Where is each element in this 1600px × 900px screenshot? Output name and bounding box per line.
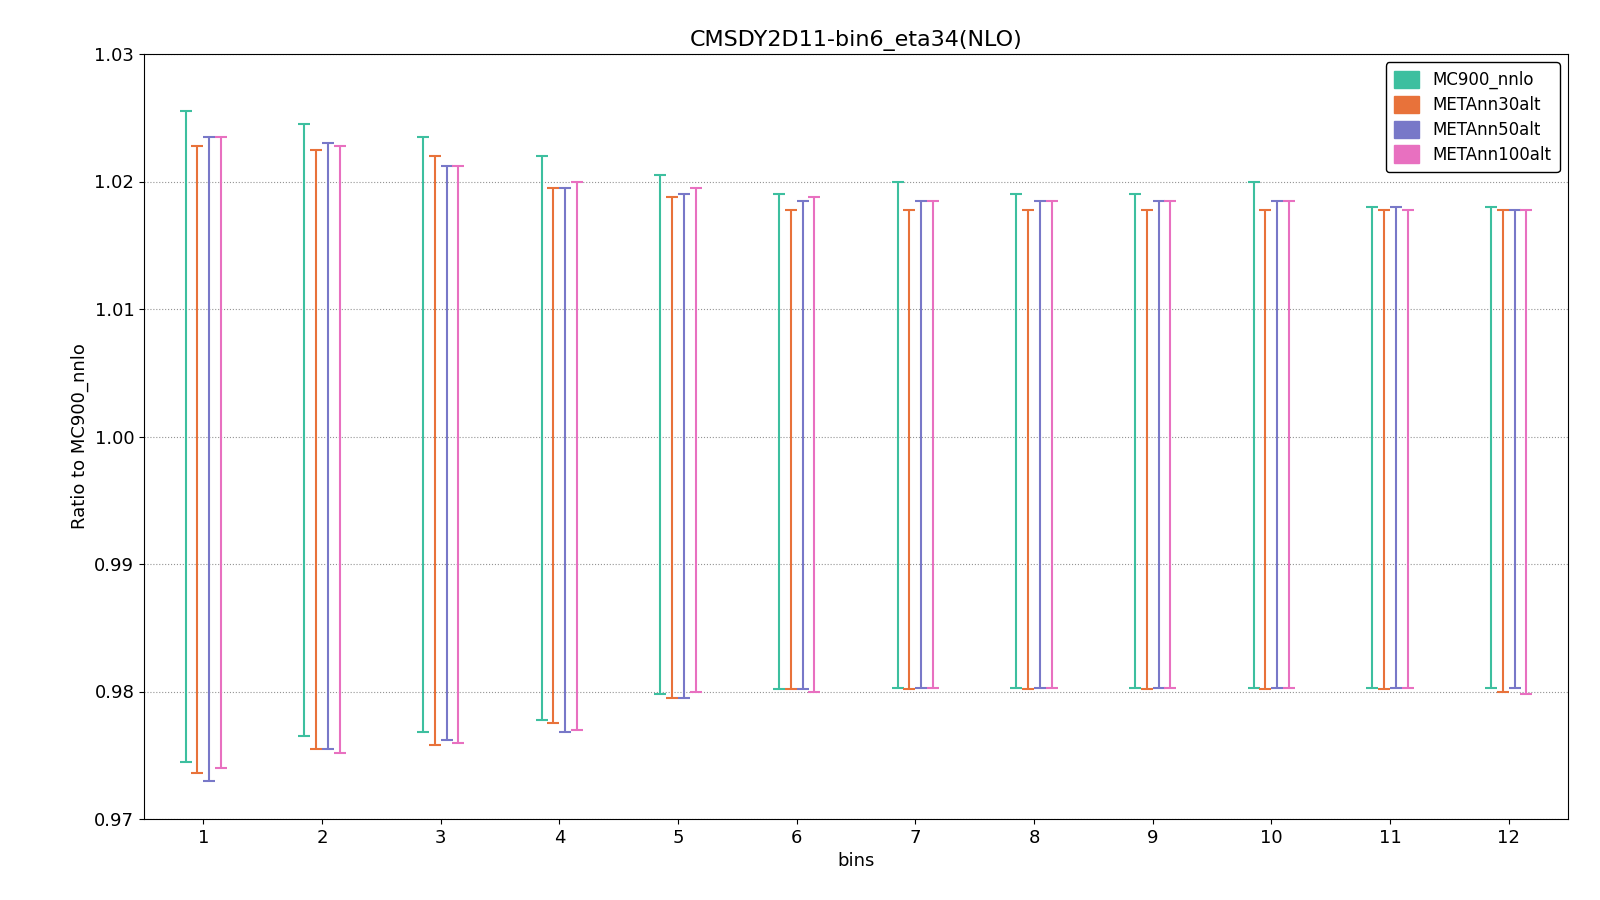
Legend: MC900_nnlo, METAnn30alt, METAnn50alt, METAnn100alt: MC900_nnlo, METAnn30alt, METAnn50alt, ME…	[1386, 62, 1560, 172]
Title: CMSDY2D11-bin6_eta34(NLO): CMSDY2D11-bin6_eta34(NLO)	[690, 30, 1022, 50]
Y-axis label: Ratio to MC900_nnlo: Ratio to MC900_nnlo	[70, 344, 88, 529]
X-axis label: bins: bins	[837, 852, 875, 870]
